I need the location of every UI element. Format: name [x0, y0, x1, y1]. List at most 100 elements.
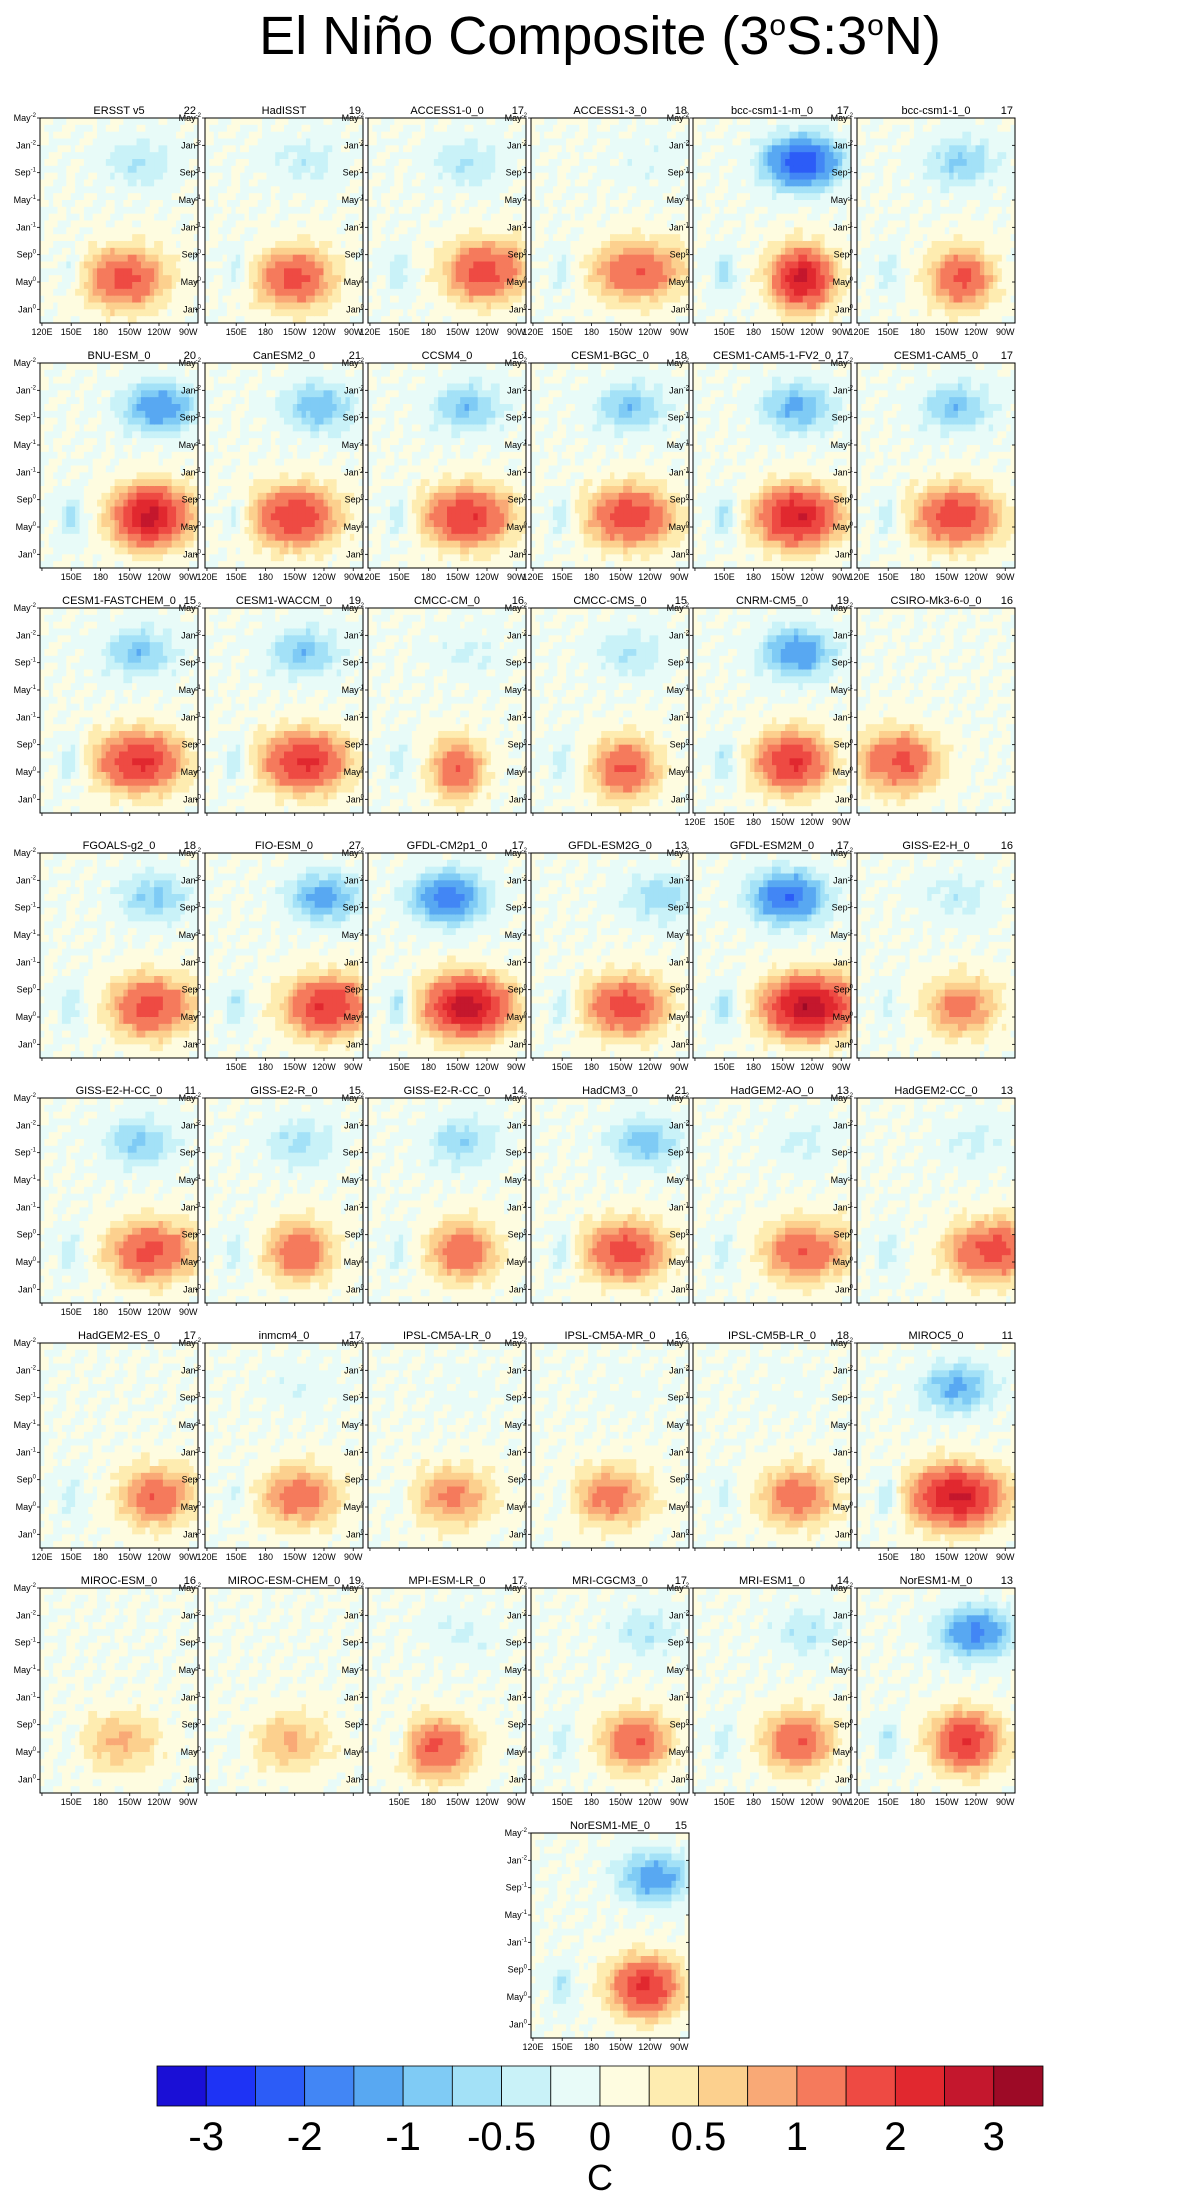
heatmap-cell	[58, 309, 63, 316]
heatmap-cell	[562, 186, 567, 193]
heatmap-cell	[106, 296, 111, 303]
heatmap-cell	[623, 118, 628, 125]
heatmap-cell	[209, 180, 214, 187]
heatmap-cell	[66, 316, 71, 323]
heatmap-cell	[258, 303, 263, 310]
heatmap-cell	[443, 296, 448, 303]
heatmap-cell	[425, 125, 430, 132]
heatmap-cell	[49, 180, 54, 187]
heatmap-cell	[332, 221, 337, 228]
heatmap-cell	[654, 186, 659, 193]
heatmap-cell	[592, 227, 597, 234]
heatmap-cell	[693, 303, 698, 310]
heatmap-cell	[619, 296, 624, 303]
heatmap-cell	[137, 186, 142, 193]
heatmap-cell	[706, 316, 711, 323]
heatmap-cell	[315, 248, 320, 255]
heatmap-cell	[737, 200, 742, 207]
heatmap-cell	[167, 296, 172, 303]
heatmap-cell	[711, 303, 716, 310]
heatmap-cell	[491, 303, 496, 310]
heatmap-cell	[623, 303, 628, 310]
heatmap-cell	[614, 234, 619, 241]
heatmap-cell	[416, 309, 421, 316]
heatmap-cell	[106, 241, 111, 248]
heatmap-cell	[137, 296, 142, 303]
heatmap-cell	[218, 316, 223, 323]
heatmap-cell	[231, 227, 236, 234]
heatmap-cell	[645, 180, 650, 187]
heatmap-cell	[390, 125, 395, 132]
heatmap-cell	[408, 186, 413, 193]
heatmap-cell	[106, 166, 111, 173]
heatmap-cell	[416, 132, 421, 139]
heatmap-cell	[746, 241, 751, 248]
heatmap-cell	[372, 193, 377, 200]
heatmap-cell	[645, 166, 650, 173]
heatmap-cell	[601, 173, 606, 180]
heatmap-cell	[632, 255, 637, 262]
heatmap-cell	[245, 282, 250, 289]
heatmap-cell	[84, 289, 89, 296]
heatmap-cell	[53, 275, 58, 282]
heatmap-cell	[214, 275, 219, 282]
heatmap-cell	[465, 268, 470, 275]
heatmap-cell	[101, 173, 106, 180]
heatmap-cell	[332, 234, 337, 241]
heatmap-cell	[557, 275, 562, 282]
heatmap-cell	[302, 132, 307, 139]
heatmap-cell	[75, 125, 80, 132]
heatmap-cell	[245, 193, 250, 200]
heatmap-cell	[592, 180, 597, 187]
heatmap-cell	[724, 132, 729, 139]
heatmap-cell	[746, 255, 751, 262]
heatmap-cell	[412, 186, 417, 193]
heatmap-cell	[110, 180, 115, 187]
heatmap-cell	[575, 159, 580, 166]
heatmap-cell	[80, 207, 85, 214]
heatmap-cell	[540, 282, 545, 289]
heatmap-cell	[719, 132, 724, 139]
heatmap-cell	[240, 145, 245, 152]
heatmap-cell	[399, 145, 404, 152]
heatmap-cell	[623, 248, 628, 255]
heatmap-cell	[297, 241, 302, 248]
heatmap-cell	[579, 207, 584, 214]
heatmap-cell	[697, 152, 702, 159]
heatmap-cell	[88, 234, 93, 241]
heatmap-cell	[702, 180, 707, 187]
heatmap-cell	[159, 241, 164, 248]
heatmap-cell	[636, 248, 641, 255]
heatmap-cell	[262, 234, 267, 241]
heatmap-cell	[123, 159, 128, 166]
heatmap-cell	[495, 139, 500, 146]
heatmap-cell	[447, 214, 452, 221]
heatmap-cell	[80, 255, 85, 262]
heatmap-cell	[128, 268, 133, 275]
heatmap-cell	[154, 159, 159, 166]
heatmap-cell	[451, 139, 456, 146]
heatmap-cell	[315, 207, 320, 214]
heatmap-cell	[58, 234, 63, 241]
heatmap-cell	[654, 180, 659, 187]
heatmap-cell	[553, 152, 558, 159]
heatmap-cell	[381, 207, 386, 214]
heatmap-cell	[632, 262, 637, 269]
heatmap-cell	[115, 282, 120, 289]
heatmap-cell	[465, 234, 470, 241]
heatmap-cell	[553, 180, 558, 187]
heatmap-cell	[150, 180, 155, 187]
heatmap-cell	[231, 152, 236, 159]
heatmap-cell	[759, 207, 764, 214]
heatmap-cell	[154, 309, 159, 316]
heatmap-cell	[438, 275, 443, 282]
heatmap-cell	[553, 125, 558, 132]
heatmap-cell	[368, 159, 373, 166]
heatmap-cell	[741, 262, 746, 269]
heatmap-cell	[540, 309, 545, 316]
heatmap-cell	[75, 316, 80, 323]
heatmap-cell	[93, 296, 98, 303]
heatmap-cell	[575, 173, 580, 180]
heatmap-cell	[205, 248, 210, 255]
heatmap-cell	[531, 268, 536, 275]
